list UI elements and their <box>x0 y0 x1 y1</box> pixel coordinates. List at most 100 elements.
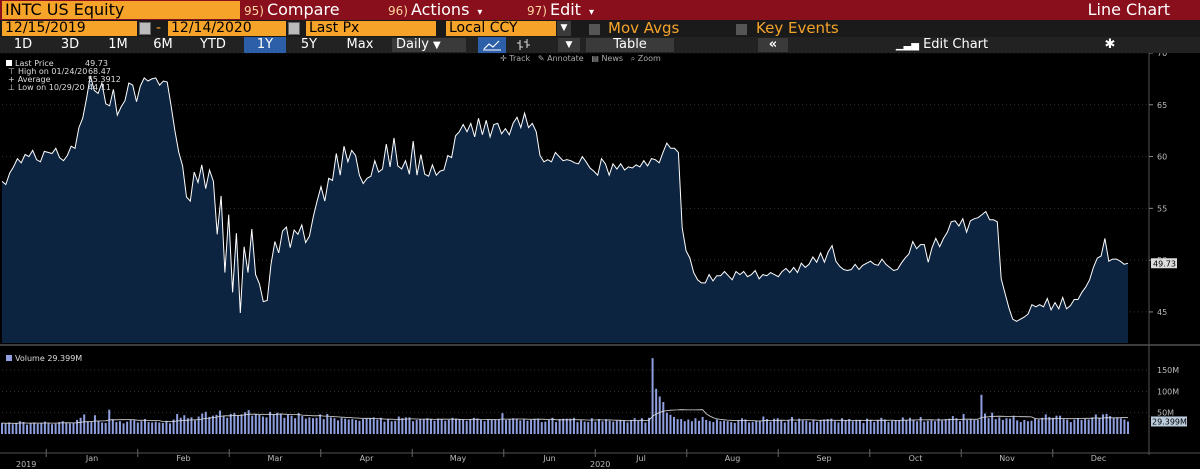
volume-bar <box>880 417 883 434</box>
volume-bar <box>580 420 583 434</box>
volume-bar <box>948 418 951 434</box>
table-button[interactable]: Table <box>586 38 674 52</box>
month-label: Sep <box>816 454 831 463</box>
range-6m[interactable]: 6M <box>153 37 173 52</box>
volume-bar <box>1048 416 1051 434</box>
volume-bar <box>68 423 71 434</box>
annotate-tool[interactable]: ✎ Annotate <box>537 54 584 63</box>
volume-bar <box>966 419 969 434</box>
volume-bar <box>1030 420 1033 434</box>
bar-chart-icon: ▁▃▅ <box>895 40 919 51</box>
volume-bar <box>1091 417 1094 434</box>
currency-select[interactable]: Local CCY <box>446 21 556 36</box>
volume-bar <box>104 422 107 434</box>
average-icon: + <box>8 75 15 84</box>
volume-bar <box>923 421 926 434</box>
volume-bar <box>1059 415 1062 434</box>
volume-bar <box>358 420 361 434</box>
edit-label: Edit <box>549 0 581 19</box>
track-label: Track <box>509 54 531 63</box>
volume-bar <box>712 422 715 434</box>
edit-menu[interactable]: 97) Edit ▾ <box>527 1 594 19</box>
range-1m[interactable]: 1M <box>108 37 128 52</box>
volume-bar <box>619 419 622 434</box>
chevron-down-icon[interactable]: ▼ <box>557 21 571 36</box>
volume-bar <box>18 421 21 434</box>
volume-bar <box>887 422 890 434</box>
volume-bar <box>694 418 697 434</box>
volume-bar <box>1001 419 1004 434</box>
volume-bar <box>690 421 693 434</box>
zoom-tool[interactable]: ⌕ Zoom <box>630 54 661 63</box>
news-tool[interactable]: ▤ News <box>591 54 624 63</box>
end-date-input[interactable]: 12/14/2020 <box>168 21 286 36</box>
volume-bar <box>194 420 197 434</box>
volume-bar <box>133 420 136 434</box>
volume-bar <box>540 422 543 434</box>
collapse-icon[interactable]: « <box>758 38 788 52</box>
volume-bar <box>1087 419 1090 434</box>
start-date-input[interactable]: 12/15/2019 <box>2 21 137 36</box>
volume-bar <box>687 419 690 434</box>
compare-menu[interactable]: 95) Compare <box>244 1 340 19</box>
range-3d[interactable]: 3D <box>60 37 80 52</box>
chevron-down-icon[interactable]: ▼ <box>558 38 580 52</box>
price-legend: Last Price 49.73 ⊤ High on 01/24/2068.47 +… <box>6 60 121 92</box>
ticker-field[interactable]: INTC US Equity <box>2 1 240 19</box>
annotate-label: Annotate <box>547 54 584 63</box>
ohlc-chart-icon[interactable] <box>512 37 536 53</box>
range-max[interactable]: Max <box>346 37 374 52</box>
actions-menu[interactable]: 96) Actions ▾ <box>388 1 482 19</box>
volume-bar <box>136 422 139 434</box>
volume-bar <box>1 422 3 434</box>
volume-bar <box>347 419 350 434</box>
volume-bar <box>590 418 593 434</box>
volume-bar <box>608 420 611 434</box>
volume-bar <box>483 421 486 434</box>
year-label: 2020 <box>590 460 610 469</box>
volume-bar <box>733 422 736 434</box>
calendar-icon[interactable] <box>288 22 300 35</box>
volume-tick-label: 50M <box>1157 409 1174 418</box>
volume-bar <box>626 422 629 434</box>
volume-bar <box>351 419 354 434</box>
volume-bar <box>365 418 368 434</box>
volume-bar <box>61 421 64 434</box>
volume-bar <box>172 419 175 434</box>
range-1y[interactable]: 1Y <box>244 37 286 53</box>
volume-bar <box>276 412 279 434</box>
volume-bar <box>1041 417 1044 434</box>
volume-bar <box>326 413 329 434</box>
volume-bar <box>1109 416 1112 434</box>
volume-bar <box>876 419 879 434</box>
volume-bar <box>737 420 740 434</box>
volume-bar <box>76 419 79 434</box>
volume-bar <box>565 418 568 434</box>
track-tool[interactable]: ✛ Track <box>500 54 531 63</box>
volume-bar <box>344 418 347 434</box>
range-5y[interactable]: 5Y <box>300 37 318 52</box>
volume-bar <box>165 420 168 434</box>
volume-bar <box>794 422 797 434</box>
volume-bar <box>533 419 536 434</box>
field-select[interactable]: Last Px <box>306 21 436 36</box>
volume-bar <box>862 422 865 434</box>
volume-bar <box>465 420 468 434</box>
calendar-icon[interactable] <box>139 22 151 35</box>
volume-bar <box>501 413 504 434</box>
mov-avgs-checkbox[interactable] <box>589 24 600 35</box>
volume-bar <box>422 419 425 434</box>
gear-icon[interactable]: ✱ <box>1096 38 1124 52</box>
volume-bar <box>651 358 654 434</box>
volume-bar <box>783 422 786 434</box>
edit-chart-button[interactable]: ▁▃▅ Edit Chart <box>792 38 1092 52</box>
range-ytd[interactable]: YTD <box>200 37 226 52</box>
range-1d[interactable]: 1D <box>13 37 33 52</box>
key-events-checkbox[interactable] <box>736 24 747 35</box>
volume-bar <box>376 419 379 434</box>
volume-bar <box>419 419 422 434</box>
volume-bar <box>522 419 525 434</box>
frequency-select[interactable]: Daily ▼ <box>392 38 466 52</box>
line-chart-icon[interactable] <box>478 37 506 53</box>
volume-bar <box>283 417 286 434</box>
